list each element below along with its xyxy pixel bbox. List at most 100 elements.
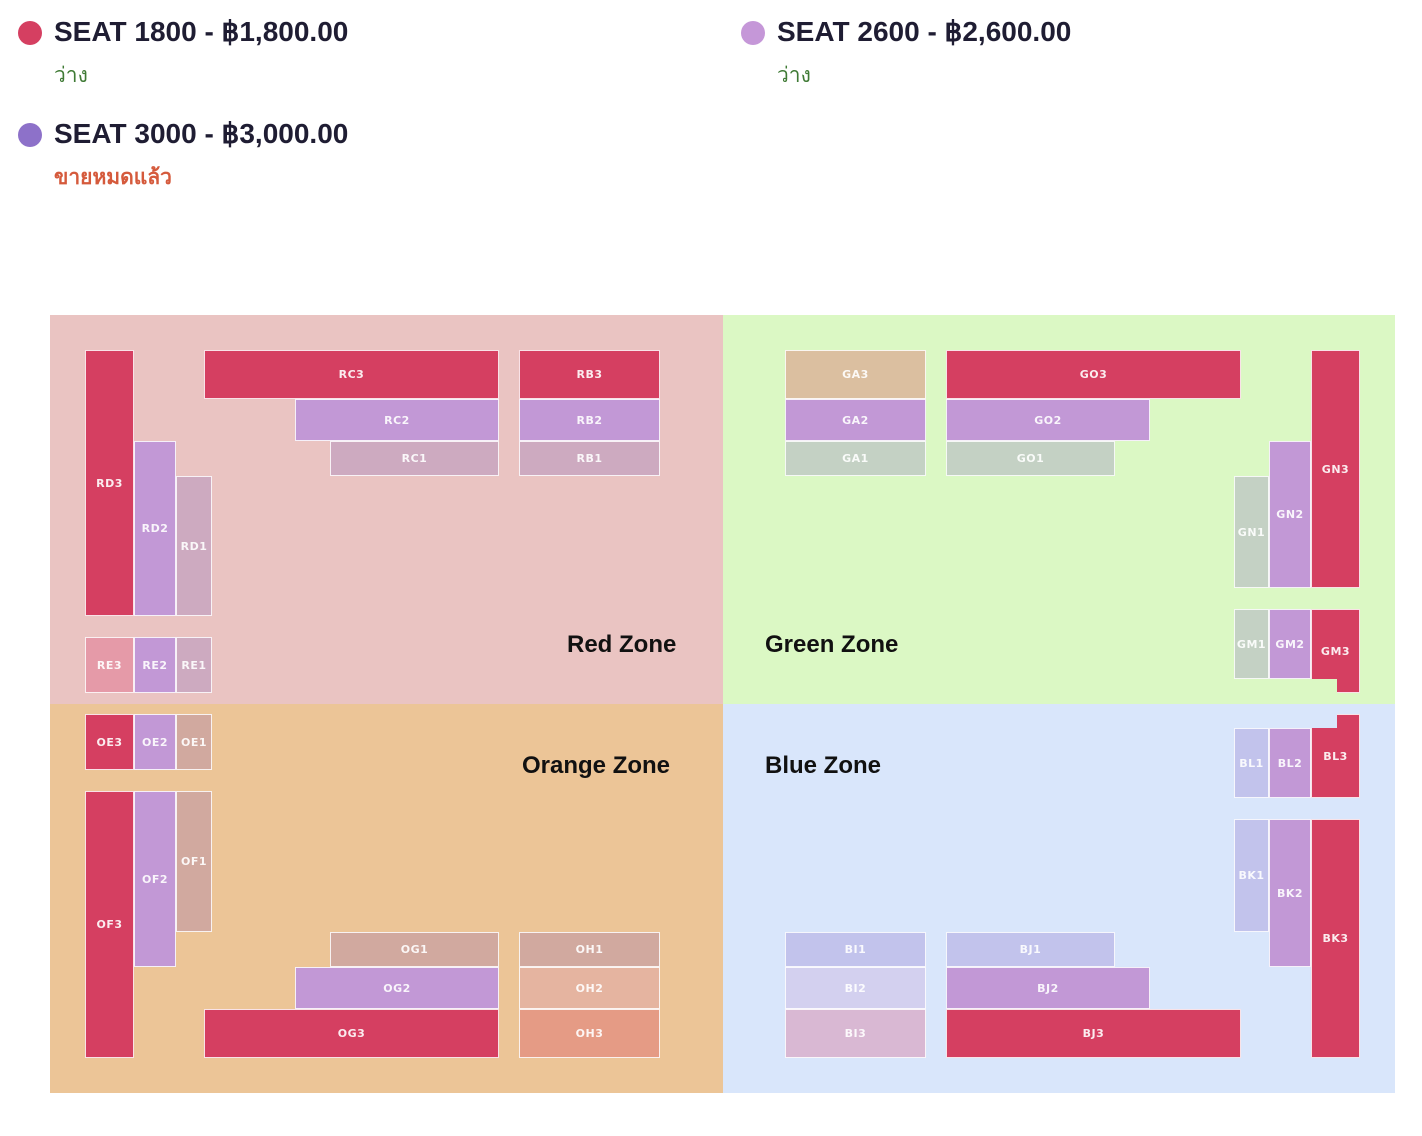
- section-label: OH2: [575, 981, 604, 995]
- section-label: OF2: [141, 872, 169, 886]
- tier-color-dot: [18, 21, 42, 45]
- section-gn2[interactable]: GN2: [1269, 441, 1311, 588]
- section-label: RD3: [96, 476, 123, 490]
- tier-color-dot: [18, 123, 42, 147]
- section-oe3[interactable]: OE3: [85, 714, 134, 770]
- section-bk1[interactable]: BK1: [1234, 819, 1269, 932]
- section-label: BJ3: [1082, 1027, 1105, 1040]
- section-ga2[interactable]: GA2: [785, 399, 926, 441]
- section-of2[interactable]: OF2: [134, 791, 176, 967]
- section-oe2[interactable]: OE2: [134, 714, 176, 770]
- section-og3[interactable]: OG3: [204, 1009, 499, 1058]
- section-go2[interactable]: GO2: [946, 399, 1150, 441]
- section-label: GN1: [1237, 525, 1266, 539]
- section-re1[interactable]: RE1: [176, 637, 212, 693]
- tier-status: ว่าง: [54, 63, 88, 87]
- section-label: BK2: [1276, 886, 1304, 900]
- section-label: GM1: [1236, 637, 1267, 651]
- section-label: RC2: [384, 413, 410, 427]
- section-bk2[interactable]: BK2: [1269, 819, 1311, 967]
- tier-status: ขายหมดแล้ว: [54, 165, 172, 189]
- section-bi2[interactable]: BI2: [785, 967, 926, 1009]
- section-rb3[interactable]: RB3: [519, 350, 660, 399]
- section-gn3[interactable]: GN3: [1311, 350, 1360, 588]
- section-rc3[interactable]: RC3: [204, 350, 499, 399]
- section-label: BL2: [1277, 756, 1303, 770]
- section-og1[interactable]: OG1: [330, 932, 499, 967]
- section-label: GA3: [842, 368, 869, 381]
- section-ga3[interactable]: GA3: [785, 350, 926, 399]
- green-zone-label: Green Zone: [765, 631, 899, 658]
- section-label: BI2: [844, 981, 867, 995]
- section-label: OH1: [575, 943, 604, 956]
- section-of1[interactable]: OF1: [176, 791, 212, 932]
- section-rb1[interactable]: RB1: [519, 441, 660, 476]
- section-label: OG2: [383, 981, 411, 995]
- section-rb2[interactable]: RB2: [519, 399, 660, 441]
- bl3-notch: [1311, 714, 1337, 728]
- section-go3[interactable]: GO3: [946, 350, 1241, 399]
- section-label: RE3: [96, 658, 123, 672]
- section-label: OG3: [337, 1027, 366, 1040]
- section-gn1[interactable]: GN1: [1234, 476, 1269, 588]
- section-label: GO2: [1034, 413, 1062, 427]
- section-rd3[interactable]: RD3: [85, 350, 134, 616]
- section-label: OE1: [180, 735, 208, 749]
- section-bl1[interactable]: BL1: [1234, 728, 1269, 798]
- section-bi3[interactable]: BI3: [785, 1009, 926, 1058]
- section-oe1[interactable]: OE1: [176, 714, 212, 770]
- section-label: BI1: [844, 943, 867, 956]
- section-label: RD2: [141, 522, 169, 535]
- gm3-notch: [1311, 679, 1337, 693]
- section-go1[interactable]: GO1: [946, 441, 1115, 476]
- section-bj3[interactable]: BJ3: [946, 1009, 1241, 1058]
- tier-color-dot: [741, 21, 765, 45]
- section-label: BI3: [844, 1027, 867, 1040]
- section-ga1[interactable]: GA1: [785, 441, 926, 476]
- section-label: GM2: [1275, 637, 1305, 651]
- section-label: BJ2: [1037, 981, 1059, 995]
- section-gm1[interactable]: GM1: [1234, 609, 1269, 679]
- section-label: OF3: [96, 918, 123, 931]
- section-label: GA2: [842, 413, 869, 427]
- section-label: GO3: [1079, 368, 1108, 381]
- orange-zone-label: Orange Zone: [522, 752, 671, 779]
- section-label: OH3: [575, 1027, 604, 1040]
- tier-status: ว่าง: [777, 63, 811, 87]
- section-label: RB3: [576, 368, 603, 381]
- section-label: GA1: [842, 452, 869, 465]
- section-re3[interactable]: RE3: [85, 637, 134, 693]
- section-label: RB2: [576, 413, 603, 427]
- section-label: GM3: [1320, 644, 1351, 658]
- section-oh3[interactable]: OH3: [519, 1009, 660, 1058]
- section-rd2[interactable]: RD2: [134, 441, 176, 616]
- section-bi1[interactable]: BI1: [785, 932, 926, 967]
- section-rc1[interactable]: RC1: [330, 441, 499, 476]
- section-label: RE2: [142, 658, 168, 672]
- section-rc2[interactable]: RC2: [295, 399, 499, 441]
- section-label: BJ1: [1019, 943, 1042, 956]
- section-re2[interactable]: RE2: [134, 637, 176, 693]
- section-label: BL3: [1323, 749, 1348, 763]
- tier-name: SEAT 3000 - ฿3,000.00: [54, 118, 349, 149]
- section-label: RB1: [576, 452, 603, 465]
- section-og2[interactable]: OG2: [295, 967, 499, 1009]
- section-oh1[interactable]: OH1: [519, 932, 660, 967]
- section-bj1[interactable]: BJ1: [946, 932, 1115, 967]
- section-label: OF1: [180, 855, 208, 868]
- section-label: GN3: [1321, 462, 1350, 476]
- section-label: BK1: [1238, 869, 1265, 882]
- red-zone-label: Red Zone: [567, 631, 677, 658]
- tier-name: SEAT 2600 - ฿2,600.00: [777, 16, 1072, 47]
- section-bl2[interactable]: BL2: [1269, 728, 1311, 798]
- section-label: OG1: [400, 943, 429, 956]
- section-gm2[interactable]: GM2: [1269, 609, 1311, 679]
- section-label: GN2: [1276, 508, 1304, 521]
- section-oh2[interactable]: OH2: [519, 967, 660, 1009]
- section-of3[interactable]: OF3: [85, 791, 134, 1058]
- section-label: OE3: [96, 735, 123, 749]
- section-rd1[interactable]: RD1: [176, 476, 212, 616]
- section-bj2[interactable]: BJ2: [946, 967, 1150, 1009]
- section-label: GO1: [1016, 452, 1045, 465]
- section-bk3[interactable]: BK3: [1311, 819, 1360, 1058]
